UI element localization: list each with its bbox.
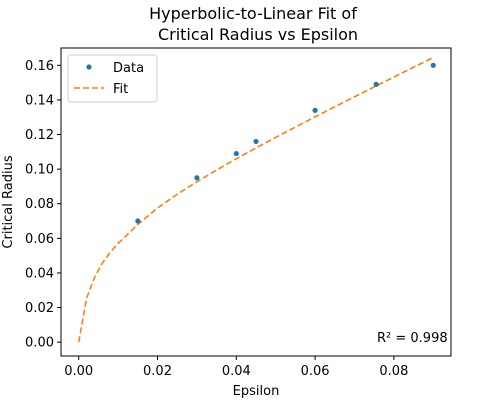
- x-tick-label: 0.08: [379, 364, 408, 379]
- plot-frame: [60, 47, 452, 357]
- data-point: [135, 218, 141, 224]
- y-tick-label: 0.06: [25, 232, 54, 247]
- data-point: [312, 107, 318, 113]
- r-squared-annotation: R² = 0.998: [377, 331, 448, 346]
- data-point: [233, 150, 239, 157]
- plot-area: [77, 56, 436, 343]
- y-tick-label: 0.16: [25, 59, 54, 74]
- x-tick-label: 0.00: [64, 364, 93, 379]
- y-tick-label: 0.10: [25, 163, 54, 178]
- legend: Data Fit: [67, 54, 158, 103]
- data-point: [430, 62, 436, 68]
- legend-data-marker: [86, 64, 92, 70]
- data-point: [373, 81, 379, 87]
- y-tick-label: 0.04: [25, 266, 54, 281]
- y-tick-label: 0.14: [25, 93, 54, 108]
- fit-line: [77, 56, 434, 343]
- legend-data-label: Data: [113, 61, 144, 76]
- x-tick-label: 0.06: [301, 364, 330, 379]
- y-axis: 0.00 0.02 0.04 0.06 0.08 0.10 0.12 0.14 0.16: [25, 59, 61, 351]
- data-point: [253, 138, 259, 145]
- y-tick-label: 0.02: [25, 301, 54, 316]
- y-tick-label: 0.08: [25, 197, 54, 212]
- x-tick-label: 0.04: [222, 364, 251, 379]
- x-axis-label: Epsilon: [233, 384, 280, 399]
- chart-title-line2: Critical Radius vs Epsilon: [158, 25, 358, 44]
- y-tick-label: 0.12: [25, 128, 54, 143]
- legend-fit-label: Fit: [113, 82, 128, 97]
- y-axis-label: Critical Radius: [1, 155, 16, 248]
- x-axis: 0.00 0.02 0.04 0.06 0.08: [64, 356, 408, 379]
- x-tick-label: 0.02: [143, 364, 172, 379]
- data-point: [194, 175, 200, 181]
- chart-title-line1: Hyperbolic-to-Linear Fit of: [149, 4, 357, 23]
- y-tick-label: 0.00: [25, 336, 54, 351]
